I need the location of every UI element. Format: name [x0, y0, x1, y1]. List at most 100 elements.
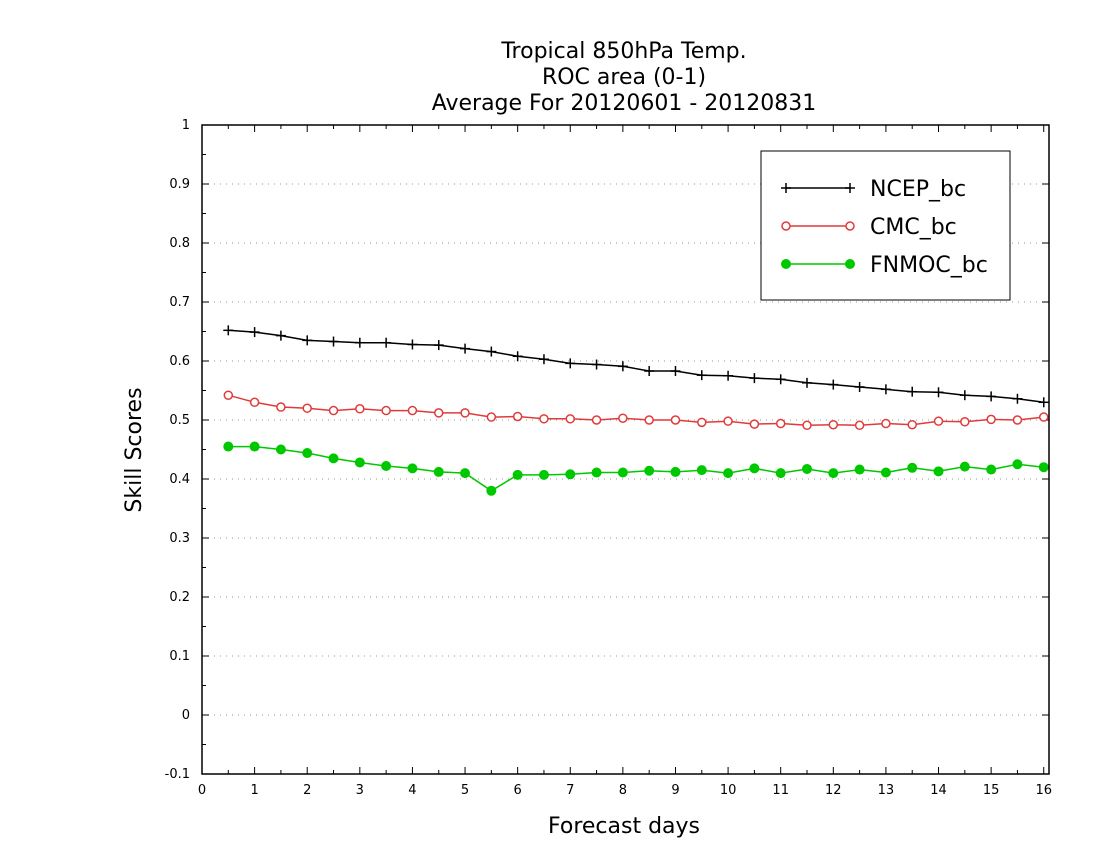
data-point	[907, 462, 918, 473]
data-point	[723, 370, 734, 381]
x-tick-label: 13	[878, 783, 895, 798]
y-tick-label: 0.3	[169, 531, 190, 546]
data-point	[880, 384, 891, 395]
y-tick-label: 0.2	[169, 590, 190, 605]
legend-marker	[845, 183, 855, 193]
data-point	[828, 419, 839, 430]
series-FNMOC_bc	[223, 441, 1049, 496]
data-point	[354, 457, 365, 468]
data-point	[881, 418, 891, 429]
data-point	[907, 419, 917, 430]
y-tick-label: 0.8	[169, 236, 190, 251]
legend-item-FNMOC_bc: FNMOC_bc	[781, 253, 988, 278]
data-point	[486, 485, 497, 496]
x-tick-label: 10	[720, 783, 737, 798]
data-point	[275, 330, 286, 341]
legend-items: NCEP_bc CMC_bc FNMOC_bc	[781, 177, 988, 278]
legend: NCEP_bc CMC_bc FNMOC_bc	[760, 150, 1011, 301]
y-axis-ticks: -0.1 0 0.1 0.2 0.3 0.4 0.5 0.6 0.7 0.8 0.9 1	[165, 118, 1049, 782]
data-point	[644, 366, 655, 377]
legend-marker	[845, 221, 855, 231]
x-tick-label: 6	[514, 783, 522, 798]
data-point	[276, 402, 286, 412]
data-point	[328, 405, 339, 416]
data-point	[723, 416, 733, 426]
x-tick-label: 3	[356, 783, 364, 798]
legend-label: CMC_bc	[870, 215, 957, 240]
data-point	[617, 361, 628, 372]
data-point	[539, 414, 549, 424]
y-tick-label: 1	[182, 118, 190, 133]
y-axis-label: Skill Scores	[122, 387, 147, 512]
x-tick-label: 8	[619, 783, 627, 798]
data-point	[802, 377, 812, 388]
legend-marker	[781, 259, 791, 269]
data-point	[460, 468, 471, 479]
data-point	[696, 370, 707, 381]
x-tick-label: 2	[303, 783, 311, 798]
x-tick-label: 0	[198, 783, 206, 798]
title-line-2: ROC area (0-1)	[542, 65, 706, 90]
data-point	[565, 358, 576, 369]
data-point	[538, 469, 549, 480]
series-line	[228, 329, 1044, 404]
data-point	[1038, 412, 1049, 422]
data-point	[407, 405, 418, 416]
data-point	[249, 441, 260, 452]
data-point	[302, 448, 313, 459]
x-tick-label: 1	[250, 783, 258, 798]
x-tick-label: 14	[930, 783, 947, 798]
plot-frame	[201, 124, 1050, 775]
legend-marker	[781, 183, 791, 193]
legend-label: NCEP_bc	[870, 177, 966, 202]
data-point	[749, 419, 760, 429]
data-point	[986, 414, 996, 425]
data-point	[1012, 459, 1023, 470]
x-axis-label: Forecast days	[548, 814, 700, 839]
data-point	[433, 466, 444, 477]
y-tick-label: 0.5	[169, 413, 190, 428]
data-point	[880, 467, 891, 478]
data-point	[302, 403, 312, 413]
legend-marker	[845, 259, 855, 269]
data-point	[302, 335, 313, 346]
data-point	[802, 463, 812, 474]
data-point	[433, 340, 444, 351]
series-line	[228, 445, 1044, 492]
x-tick-label: 7	[566, 783, 574, 798]
y-tick-label: 0	[182, 708, 190, 723]
data-point	[986, 464, 997, 475]
data-point	[854, 420, 865, 431]
data-point	[381, 405, 391, 416]
data-point	[1012, 415, 1023, 425]
data-point	[565, 469, 576, 480]
x-tick-label: 16	[1035, 783, 1052, 798]
data-point	[486, 412, 497, 422]
series-layer	[223, 325, 1049, 496]
data-point	[486, 346, 497, 357]
x-tick-label: 5	[461, 783, 469, 798]
chart-title: Tropical 850hPa Temp. ROC area (0-1) Ave…	[432, 39, 817, 116]
x-tick-label: 9	[671, 783, 679, 798]
data-point	[460, 408, 470, 418]
data-point	[512, 411, 523, 422]
data-point	[591, 359, 602, 370]
data-point	[512, 469, 523, 480]
data-point	[802, 420, 812, 431]
data-point	[986, 391, 997, 402]
y-tick-label: 0.1	[169, 649, 190, 664]
data-point	[775, 468, 786, 479]
data-point	[749, 463, 760, 474]
data-point	[1038, 397, 1049, 408]
data-point	[828, 468, 839, 479]
data-point	[355, 404, 365, 414]
data-point	[670, 466, 681, 477]
data-point	[775, 418, 786, 429]
data-point	[1012, 393, 1023, 404]
data-point	[696, 465, 707, 476]
data-point	[591, 415, 602, 425]
data-point	[460, 343, 471, 354]
series-NCEP_bc	[223, 325, 1049, 408]
legend-marker	[781, 221, 791, 231]
data-point	[223, 325, 234, 336]
